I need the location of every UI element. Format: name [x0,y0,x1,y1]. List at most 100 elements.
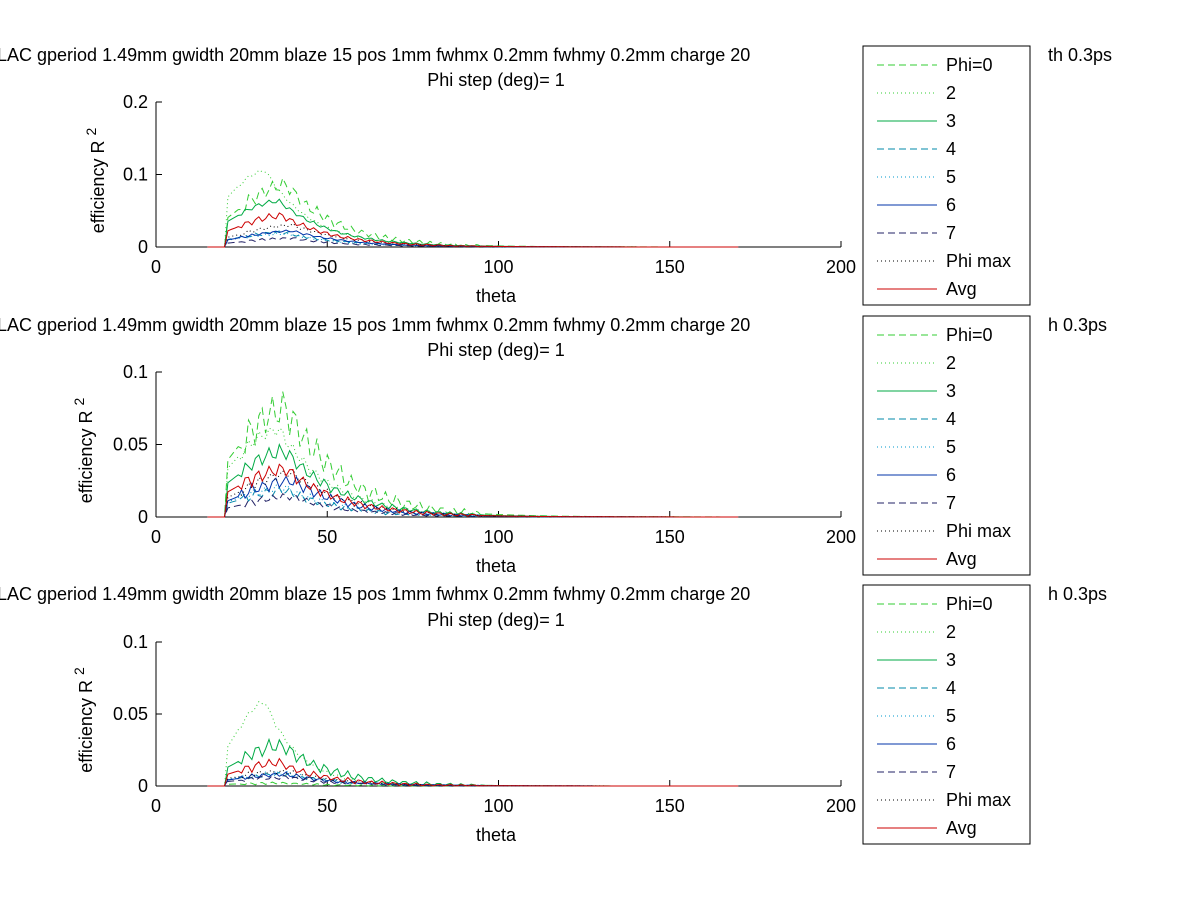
legend: Phi=0 2 3 4 5 6 7 Phi max Avg [862,315,1031,576]
legend-entry: 7 [946,493,956,513]
legend-entry: Avg [946,279,977,299]
chart-title: LAC gperiod 1.49mm gwidth 20mm blaze 15 … [0,315,750,335]
y-tick-label: 0 [138,507,148,527]
legend-entry: 5 [946,437,956,457]
x-tick-label: 100 [483,257,513,277]
series-line-phi-max [207,468,739,518]
legend-entry: 2 [946,353,956,373]
legend-entry: 5 [946,706,956,726]
legend-entry: 7 [946,762,956,782]
legend-box [862,315,1031,576]
series-line-avg [207,212,739,248]
y-axis-label: efficiency R 2 [71,667,96,773]
x-tick-label: 150 [655,796,685,816]
series-line-phi-max [207,222,739,248]
legend-box [862,584,1031,845]
legend-entry: 6 [946,195,956,215]
plot-area [207,169,739,248]
legend-entry: 3 [946,650,956,670]
legend-entry: 4 [946,409,956,429]
legend-entry: Avg [946,818,977,838]
legend-entry: 6 [946,734,956,754]
chart-title-tail: h 0.3ps [1048,315,1107,335]
x-axis-label: theta [476,556,517,576]
series-line-phi-0 [207,176,739,248]
chart-subtitle: Phi step (deg)= 1 [427,70,565,90]
chart-title-tail: h 0.3ps [1048,584,1107,604]
legend-entry: 4 [946,139,956,159]
plot-area [207,391,739,518]
legend-entry: Phi=0 [946,55,993,75]
x-tick-label: 0 [151,527,161,547]
x-tick-label: 200 [826,527,856,547]
legend-entry: 3 [946,111,956,131]
series-line-avg [207,463,739,518]
series-line-phi-0 [207,781,739,787]
chart-title: LAC gperiod 1.49mm gwidth 20mm blaze 15 … [0,584,750,604]
y-axis-label: efficiency R 2 [71,398,96,504]
x-axis-label: theta [476,286,517,306]
y-tick-label: 0.1 [123,632,148,652]
y-axis-label: efficiency R 2 [83,128,108,234]
x-tick-label: 50 [317,527,337,547]
legend-entry: Avg [946,549,977,569]
legend-entry: Phi max [946,251,1011,271]
series-line-2 [207,427,739,518]
y-axis-label-superscript: 2 [83,128,99,136]
chart-subtitle: Phi step (deg)= 1 [427,340,565,360]
legend-entry: 5 [946,167,956,187]
series-line-6 [207,475,739,518]
series-line-phi-max [207,769,739,787]
series-line-4 [207,230,739,248]
series-line-5 [207,232,739,248]
y-tick-label: 0 [138,237,148,257]
legend-entry: Phi=0 [946,325,993,345]
chart-title: LAC gperiod 1.49mm gwidth 20mm blaze 15 … [0,45,750,65]
x-tick-label: 50 [317,257,337,277]
chart-panel-3: LAC gperiod 1.49mm gwidth 20mm blaze 15 … [0,584,1107,845]
x-tick-label: 0 [151,796,161,816]
chart-subtitle: Phi step (deg)= 1 [427,610,565,630]
series-line-avg [207,757,739,787]
legend-entry: 6 [946,465,956,485]
x-tick-label: 100 [483,527,513,547]
y-tick-label: 0.1 [123,362,148,382]
y-tick-label: 0 [138,776,148,796]
x-tick-label: 100 [483,796,513,816]
plot-area [207,701,739,787]
series-line-5 [207,483,739,518]
series-line-phi-0 [207,391,739,518]
x-tick-label: 150 [655,257,685,277]
y-axis-label-superscript: 2 [71,667,87,675]
series-line-7 [207,492,739,518]
x-tick-label: 150 [655,527,685,547]
x-tick-label: 0 [151,257,161,277]
legend-entry: 3 [946,381,956,401]
legend: Phi=0 2 3 4 5 6 7 Phi max Avg [862,584,1031,845]
series-line-3 [207,198,739,248]
x-tick-label: 50 [317,796,337,816]
legend-box [862,45,1031,306]
series-line-2 [207,169,739,248]
legend-entry: 7 [946,223,956,243]
x-axis-label: theta [476,825,517,845]
legend-entry: Phi max [946,790,1011,810]
x-tick-label: 200 [826,796,856,816]
legend-entry: Phi max [946,521,1011,541]
legend: Phi=0 2 3 4 5 6 7 Phi max Avg [862,45,1031,306]
y-tick-label: 0.05 [113,704,148,724]
chart-panel-2: LAC gperiod 1.49mm gwidth 20mm blaze 15 … [0,315,1107,576]
y-tick-label: 0.2 [123,92,148,112]
chart-panel-1: LAC gperiod 1.49mm gwidth 20mm blaze 15 … [0,45,1112,306]
y-tick-label: 0.05 [113,435,148,455]
y-tick-label: 0.1 [123,165,148,185]
legend-entry: 2 [946,622,956,642]
legend-entry: Phi=0 [946,594,993,614]
series-line-3 [207,442,739,518]
legend-entry: 4 [946,678,956,698]
series-line-3 [207,737,739,787]
x-tick-label: 200 [826,257,856,277]
chart-title-tail: th 0.3ps [1048,45,1112,65]
legend-entry: 2 [946,83,956,103]
